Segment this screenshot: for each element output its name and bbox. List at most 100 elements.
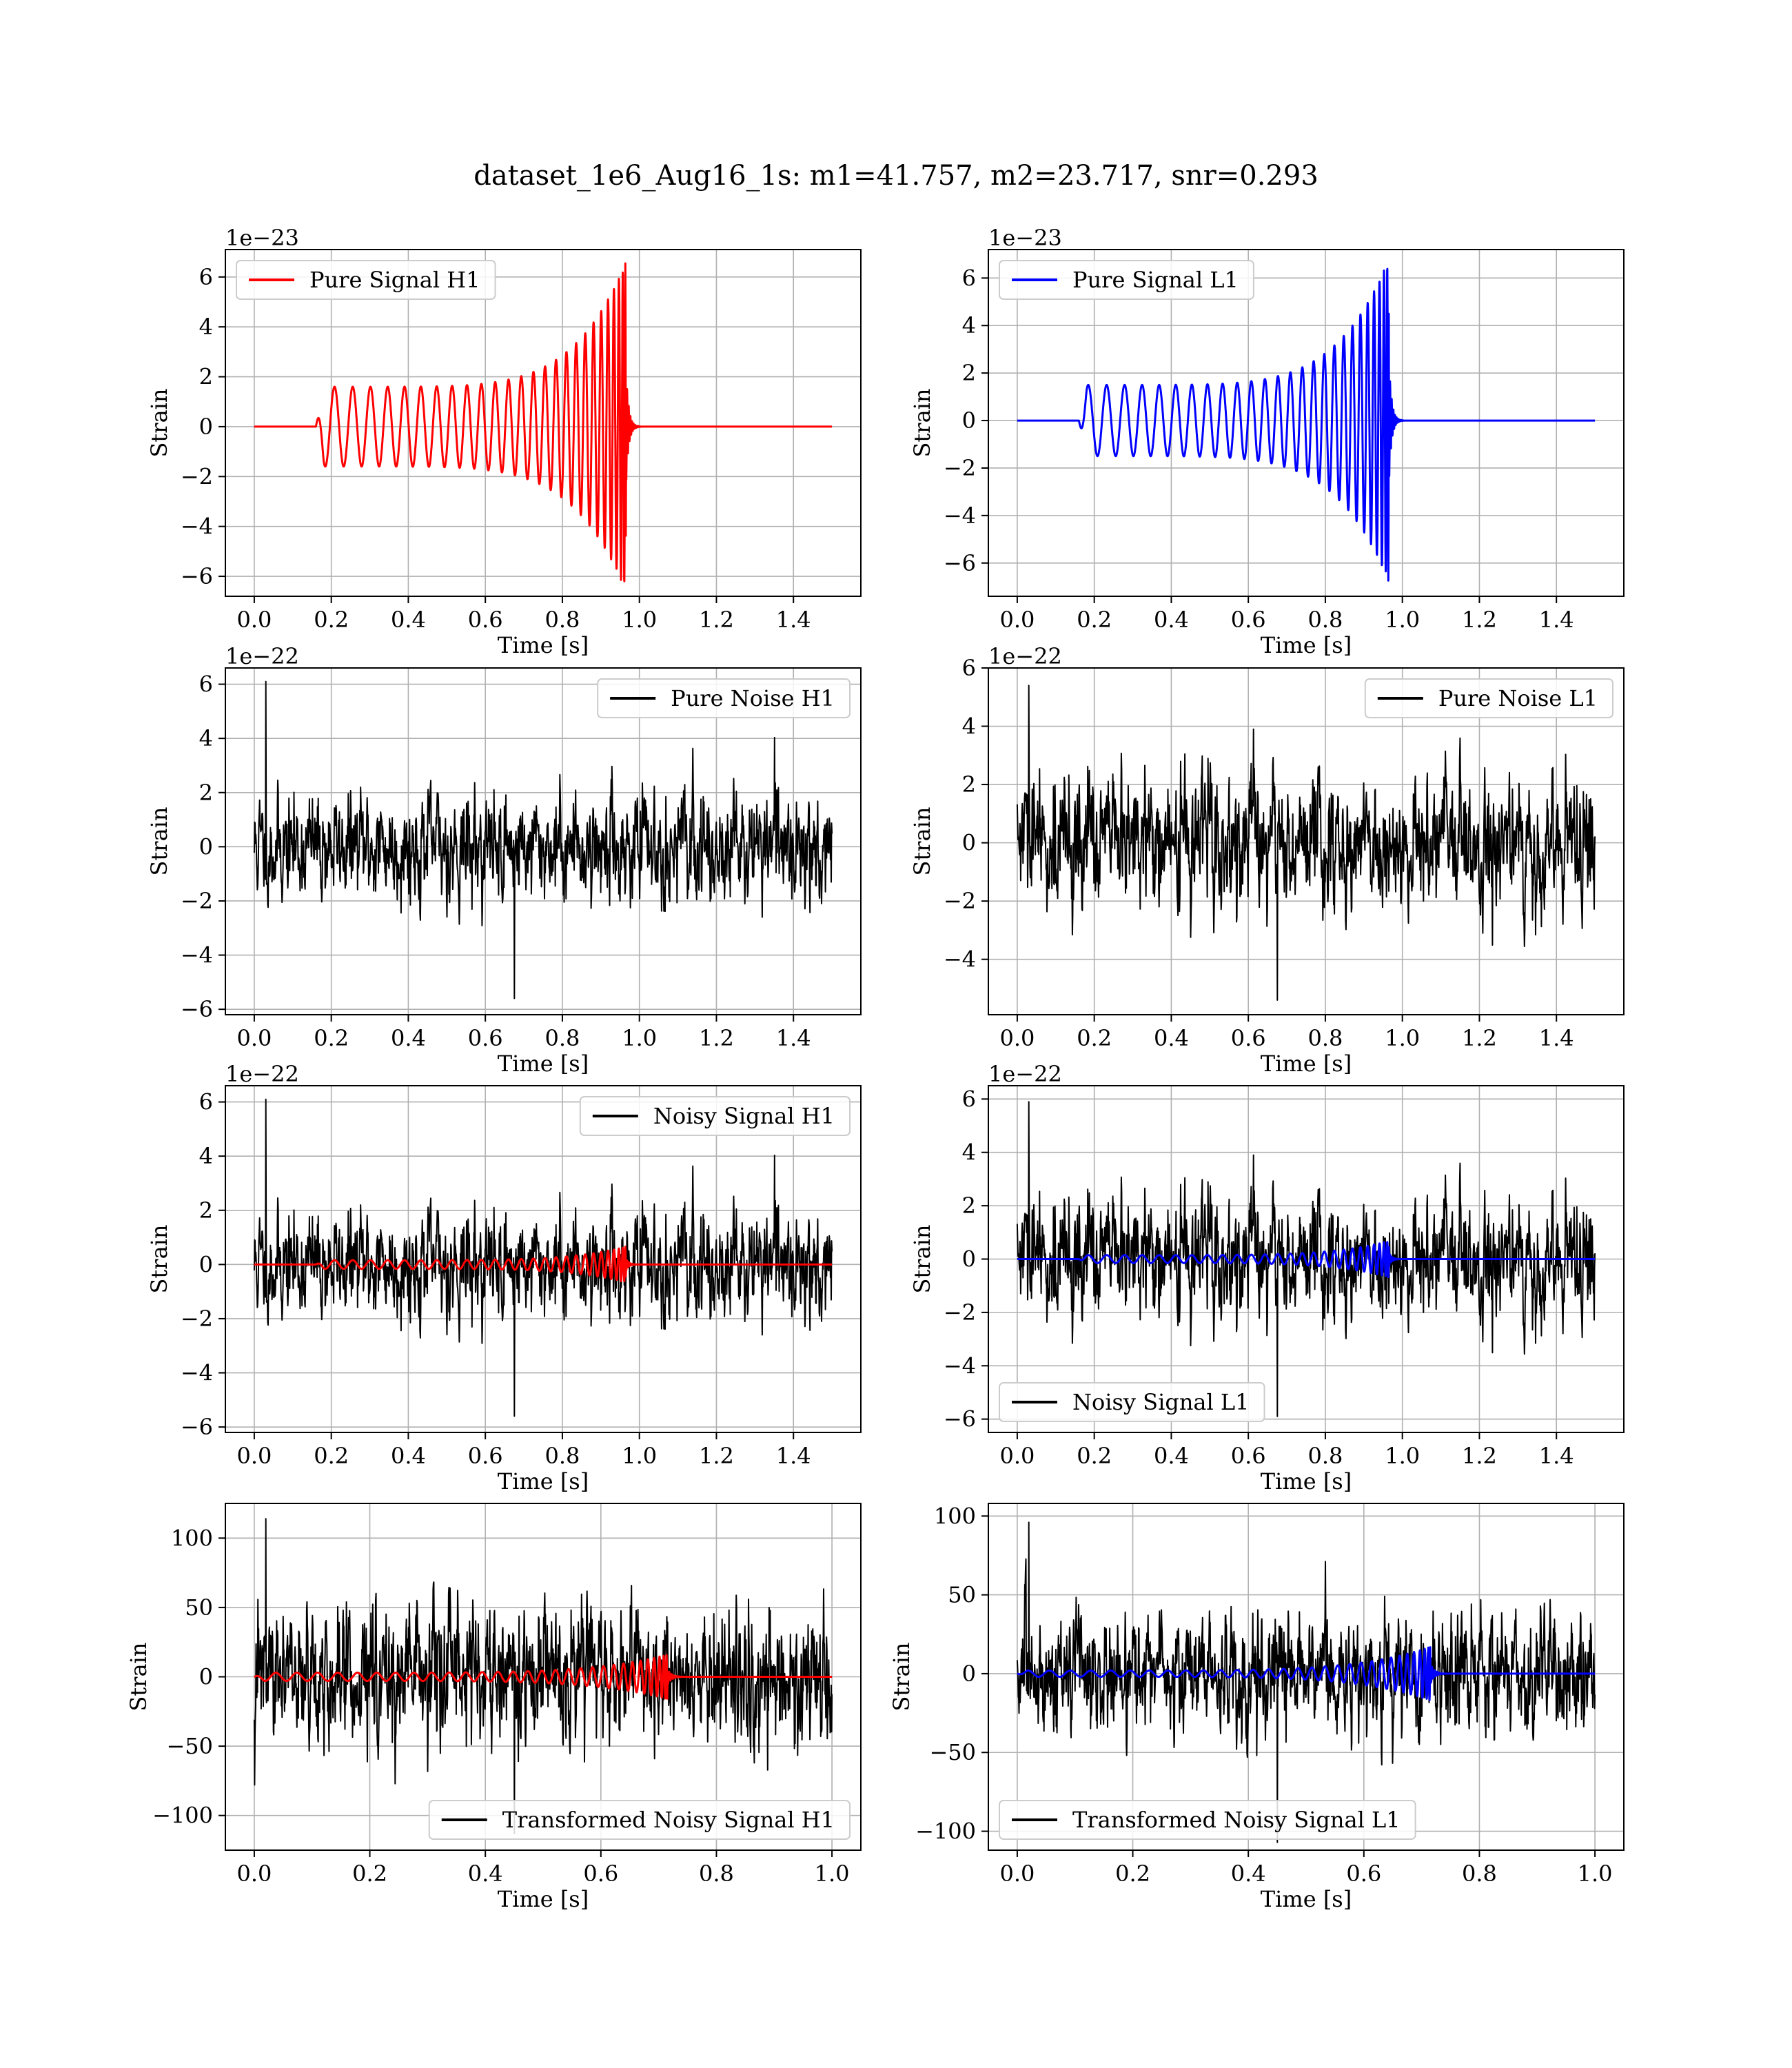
grid xyxy=(225,250,861,596)
series-line-signal xyxy=(1016,1241,1596,1279)
x-tick-label: 0.0 xyxy=(236,1443,272,1469)
y-tick-label: 2 xyxy=(199,1197,213,1224)
series-line-signal xyxy=(1016,267,1596,582)
y-tick-label: 6 xyxy=(199,264,213,290)
y-tick-label: −2 xyxy=(944,455,976,481)
y-axis-label: Strain xyxy=(909,807,935,876)
y-tick-label: 0 xyxy=(199,1251,213,1277)
legend: Pure Noise L1 xyxy=(1364,678,1613,718)
y-tick-label: 0 xyxy=(962,407,976,434)
x-axis-label: Time [s] xyxy=(498,632,589,658)
plot-area xyxy=(1016,685,1596,1001)
x-tick-label: 0.4 xyxy=(391,1443,426,1469)
y-axis-label: Strain xyxy=(125,1643,152,1712)
y-tick-label: 4 xyxy=(199,1143,213,1169)
legend: Noisy Signal H1 xyxy=(579,1096,851,1136)
plot-area xyxy=(253,680,833,1000)
y-tick-label: −6 xyxy=(181,1414,213,1440)
y-tick-label: 6 xyxy=(199,1089,213,1115)
x-tick-label: 0.2 xyxy=(1115,1861,1150,1887)
x-axis-label: Time [s] xyxy=(498,1886,589,1912)
y-tick-label: −4 xyxy=(181,942,213,969)
y-tick-label: −6 xyxy=(181,563,213,589)
x-tick-label: 0.8 xyxy=(544,1025,580,1051)
x-axis-label: Time [s] xyxy=(1261,632,1352,658)
x-tick-label: 0.6 xyxy=(583,1861,618,1887)
legend: Transformed Noisy Signal H1 xyxy=(428,1800,851,1840)
x-tick-label: 0.0 xyxy=(999,1861,1035,1887)
x-tick-label: 0.8 xyxy=(1307,607,1343,633)
subplot-row1-col2: 0.0 0.2 0.4 0.6 0.8 1.0 1.2 1.4 −6 −4 −2 0 2 4 6 Time [… xyxy=(909,225,1625,658)
x-tick-label: 1.0 xyxy=(622,1443,657,1469)
x-tick-label: 1.2 xyxy=(1462,1025,1497,1051)
y-tick-label: −6 xyxy=(181,996,213,1022)
y-tick-label: 4 xyxy=(962,1139,976,1166)
y-tick-label: 6 xyxy=(199,671,213,698)
x-tick-label: 1.4 xyxy=(1539,1443,1574,1469)
x-tick-label: 1.0 xyxy=(1578,1861,1613,1887)
y-axis-label: Strain xyxy=(146,1225,172,1294)
legend: Pure Noise H1 xyxy=(597,678,851,718)
y-tick-label: 2 xyxy=(199,780,213,806)
y-tick-label: 2 xyxy=(962,1193,976,1219)
legend-label: Transformed Noisy Signal H1 xyxy=(502,1807,835,1833)
axes-frame xyxy=(225,1085,862,1433)
x-axis-label: Time [s] xyxy=(1261,1051,1352,1077)
y-axis-label: Strain xyxy=(909,1225,935,1294)
legend: Transformed Noisy Signal L1 xyxy=(999,1800,1416,1840)
series-line-signal xyxy=(253,1246,833,1283)
legend-box xyxy=(428,1800,851,1840)
y-tick-label: −4 xyxy=(181,1360,213,1386)
y-tick-label: −2 xyxy=(944,1299,976,1326)
x-axis-label: Time [s] xyxy=(1261,1886,1352,1912)
subplot-row3-col2: 0.0 0.2 0.4 0.6 0.8 1.0 1.2 1.4 −6 −4 −2 0 2 4 6 Time [… xyxy=(909,1061,1625,1494)
y-axis-label: Strain xyxy=(888,1643,915,1712)
y-tick-label: 0 xyxy=(199,1664,213,1690)
x-tick-label: 0.2 xyxy=(314,1443,349,1469)
x-tick-label: 1.0 xyxy=(622,607,657,633)
y-axis-label: Strain xyxy=(909,389,935,458)
x-tick-label: 0.6 xyxy=(1346,1861,1381,1887)
series-line-noise xyxy=(253,1098,833,1417)
x-tick-label: 1.4 xyxy=(1539,1025,1574,1051)
x-tick-label: 1.2 xyxy=(699,1025,734,1051)
x-tick-label: 0.4 xyxy=(1154,1025,1189,1051)
x-tick-label: 0.2 xyxy=(314,1025,349,1051)
x-tick-label: 0.6 xyxy=(1231,1443,1266,1469)
legend-label: Pure Noise L1 xyxy=(1438,685,1598,711)
series-line-noise xyxy=(253,680,833,1000)
series-line-signal xyxy=(253,1654,833,1700)
y-tick-label: 100 xyxy=(171,1525,213,1551)
axes-frame xyxy=(988,1503,1625,1851)
y-tick-label: 4 xyxy=(962,713,976,740)
x-tick-label: 0.8 xyxy=(1307,1025,1343,1051)
x-tick-label: 1.0 xyxy=(815,1861,850,1887)
y-tick-label: 4 xyxy=(962,312,976,338)
y-tick-label: −2 xyxy=(181,888,213,914)
legend-box xyxy=(999,1800,1416,1840)
x-tick-label: 0.4 xyxy=(468,1861,503,1887)
y-tick-label: 50 xyxy=(948,1582,976,1608)
plot-area xyxy=(1016,267,1596,582)
x-tick-label: 1.2 xyxy=(1462,1443,1497,1469)
legend-box xyxy=(1364,678,1613,718)
axes-frame xyxy=(988,249,1625,597)
y-tick-label: 0 xyxy=(962,830,976,856)
y-tick-label: −4 xyxy=(944,946,976,973)
legend-box xyxy=(597,678,851,718)
legend: Pure Signal L1 xyxy=(999,260,1254,300)
x-tick-label: 0.0 xyxy=(999,607,1035,633)
y-tick-label: −2 xyxy=(944,888,976,914)
y-tick-label: 2 xyxy=(962,360,976,386)
x-tick-label: 0.2 xyxy=(314,607,349,633)
axis-offset-text: 1e−22 xyxy=(225,643,299,669)
y-tick-label: −50 xyxy=(166,1733,213,1759)
axis-offset-text: 1e−22 xyxy=(988,643,1062,669)
y-tick-label: 2 xyxy=(962,771,976,798)
y-tick-label: 2 xyxy=(199,364,213,390)
y-tick-label: 4 xyxy=(199,314,213,340)
y-tick-label: −50 xyxy=(929,1739,976,1765)
y-tick-label: −6 xyxy=(944,550,976,576)
x-tick-label: 0.8 xyxy=(544,1443,580,1469)
y-tick-label: 100 xyxy=(934,1503,976,1529)
